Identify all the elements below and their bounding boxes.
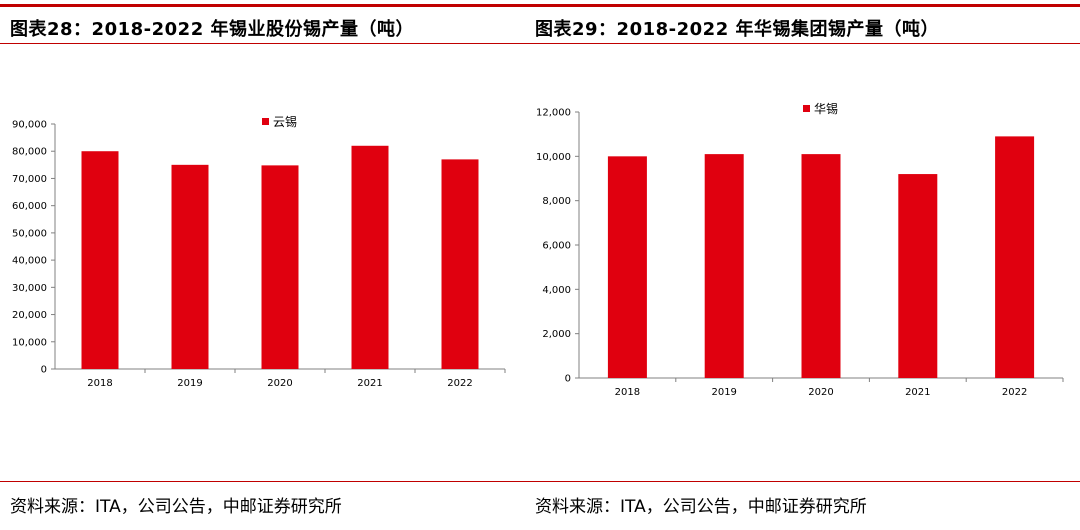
source-bar: 资料来源：ITA，公司公告，中邮证券研究所 (0, 481, 525, 530)
y-tick-label: 8,000 (542, 196, 571, 207)
x-tick-label: 2022 (447, 378, 472, 389)
x-tick-label: 2022 (1002, 387, 1027, 398)
x-tick-label: 2020 (808, 387, 833, 398)
chart-title-bar: 图表29：2018-2022 年华锡集团锡产量（吨） (525, 4, 1080, 44)
y-tick-label: 70,000 (12, 174, 47, 185)
bar-chart-huaxi: 0 2,000 4,000 6,000 8,000 10,000 12,000 2018 201… (536, 101, 1064, 398)
legend-label: 云锡 (273, 114, 297, 129)
legend-label: 华锡 (814, 101, 838, 116)
bar (81, 151, 119, 369)
y-tick-label: 10,000 (12, 337, 47, 348)
x-tick-label: 2020 (267, 378, 292, 389)
y-tick-label: 4,000 (542, 285, 571, 296)
y-tick-label: 0 (565, 374, 571, 385)
legend-swatch (803, 105, 810, 112)
x-tick-label: 2021 (905, 387, 930, 398)
y-tick-label: 20,000 (12, 310, 47, 321)
bar-chart-yunxi: 0 10,000 20,000 30,000 40,000 50,000 60,000 70,… (12, 114, 506, 389)
bar (171, 164, 209, 369)
y-tick-label: 0 (41, 365, 47, 376)
y-tick-label: 30,000 (12, 283, 47, 294)
legend-swatch (262, 118, 269, 125)
chart-title: 图表28：2018-2022 年锡业股份锡产量（吨） (10, 19, 414, 40)
y-tick-label: 90,000 (12, 120, 47, 131)
bar (261, 165, 299, 369)
source-note: 资料来源：ITA，公司公告，中邮证券研究所 (535, 497, 867, 517)
bar (441, 159, 479, 369)
source-note: 资料来源：ITA，公司公告，中邮证券研究所 (10, 497, 342, 517)
x-tick-label: 2018 (87, 378, 112, 389)
bar (801, 154, 841, 378)
x-tick-label: 2019 (711, 387, 736, 398)
y-tick-label: 80,000 (12, 147, 47, 158)
bar (995, 136, 1035, 378)
source-bar: 资料来源：ITA，公司公告，中邮证券研究所 (525, 481, 1080, 530)
bar (898, 174, 938, 378)
y-tick-label: 40,000 (12, 256, 47, 267)
bar (351, 145, 389, 369)
y-tick-label: 10,000 (536, 152, 571, 163)
chart-panel-huaxi-group: 图表29：2018-2022 年华锡集团锡产量（吨） 0 2,000 4,000 6,… (525, 0, 1080, 530)
chart-title-bar: 图表28：2018-2022 年锡业股份锡产量（吨） (0, 4, 525, 44)
chart-panel-tin-industry: 图表28：2018-2022 年锡业股份锡产量（吨） 0 10,000 20,000… (0, 0, 525, 530)
y-tick-label: 60,000 (12, 201, 47, 212)
y-tick-label: 2,000 (542, 329, 571, 340)
y-tick-label: 6,000 (542, 241, 571, 252)
chart-title: 图表29：2018-2022 年华锡集团锡产量（吨） (535, 19, 939, 40)
x-tick-label: 2021 (357, 378, 382, 389)
y-tick-label: 50,000 (12, 228, 47, 239)
y-tick-label: 12,000 (536, 108, 571, 119)
bar (607, 156, 647, 378)
x-tick-label: 2019 (177, 378, 202, 389)
bar (704, 154, 744, 378)
x-tick-label: 2018 (615, 387, 640, 398)
